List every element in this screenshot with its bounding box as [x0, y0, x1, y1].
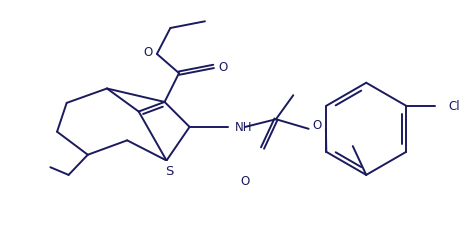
Text: S: S: [165, 164, 174, 177]
Text: O: O: [144, 45, 153, 58]
Text: Cl: Cl: [448, 100, 459, 113]
Text: O: O: [313, 119, 322, 132]
Text: O: O: [218, 61, 228, 74]
Text: O: O: [241, 174, 250, 188]
Text: NH: NH: [235, 121, 252, 134]
